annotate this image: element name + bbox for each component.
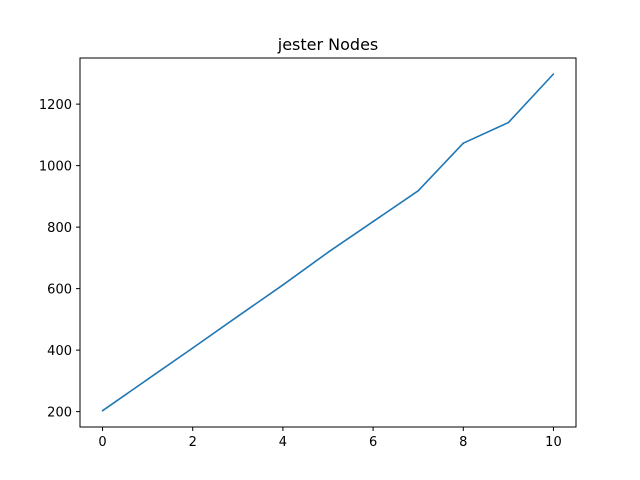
x-tick-label: 10: [545, 435, 562, 450]
y-tick-label: 200: [47, 406, 72, 421]
data-point: [417, 190, 419, 192]
data-point: [282, 284, 284, 286]
x-tick-label: 2: [189, 435, 197, 450]
y-tick-label: 1200: [39, 98, 72, 113]
data-point: [191, 347, 194, 349]
data-point: [552, 73, 555, 75]
series-line: [102, 73, 555, 412]
chart-title: jester Nodes: [277, 35, 379, 54]
data-point: [237, 315, 239, 318]
x-tick-label: 0: [98, 435, 106, 450]
y-tick-label: 600: [47, 283, 72, 298]
data-point: [462, 142, 465, 144]
data-point: [101, 409, 104, 412]
y-tick-label: 400: [47, 344, 72, 359]
y-tick-label: 800: [47, 221, 72, 236]
data-point: [327, 251, 329, 254]
x-tick-label: 8: [459, 435, 467, 450]
data-point: [146, 378, 149, 381]
x-tick-label: 4: [279, 435, 287, 450]
x-tick-label: 6: [369, 435, 377, 450]
plot-frame: [79, 57, 577, 428]
data-point: [372, 220, 374, 223]
y-tick-label: 1000: [39, 160, 72, 175]
data-point: [507, 121, 510, 124]
